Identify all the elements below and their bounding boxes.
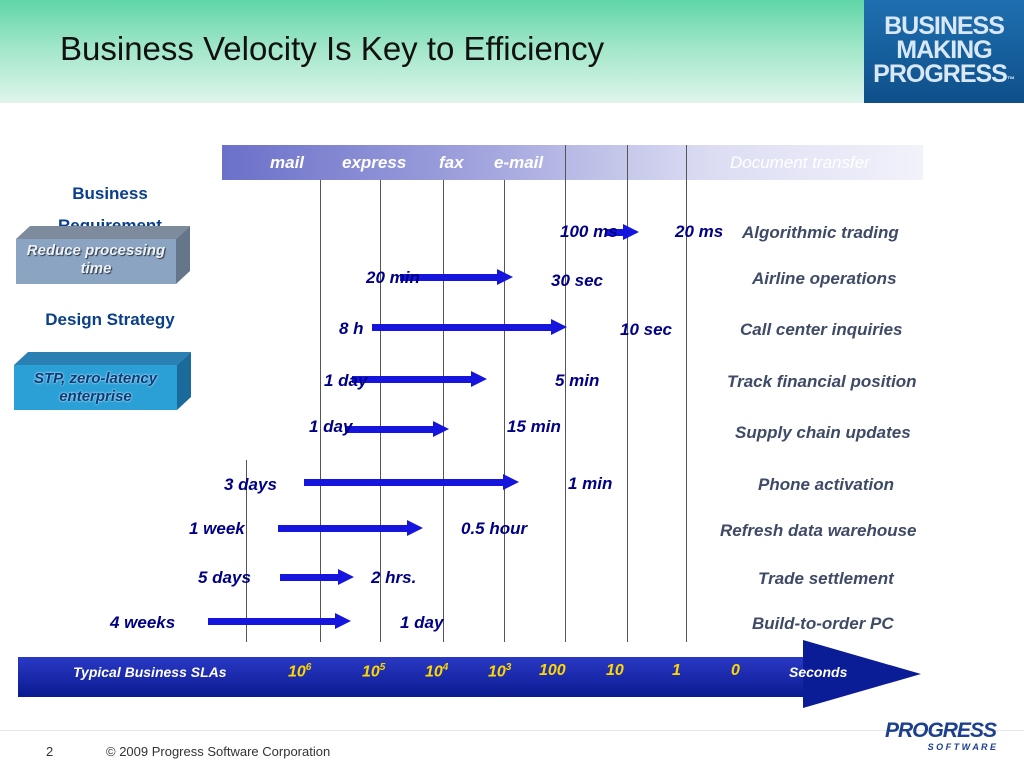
sla-tick-base: 10 xyxy=(425,663,443,681)
strategy-box-label: STP, zero-latency enterprise xyxy=(33,370,158,405)
improvement-arrow xyxy=(304,474,519,490)
row-to-label: 2 hrs. xyxy=(371,568,417,587)
sla-tick: 10 xyxy=(606,662,624,680)
progress-software-logo: PROGRESS S O F T W A R E xyxy=(880,719,997,753)
page-number: 2 xyxy=(46,744,54,759)
improvement-arrow xyxy=(352,371,487,387)
improvement-arrow xyxy=(400,269,513,285)
requirement-box: Reduce processing time xyxy=(16,226,191,286)
document-transfer-bar xyxy=(222,145,923,180)
application-label: Call center inquiries xyxy=(740,320,903,339)
transfer-label-email: e-mail xyxy=(494,153,544,172)
improvement-arrow xyxy=(345,421,449,437)
sla-tick-exp: 5 xyxy=(379,662,386,673)
improvement-arrow xyxy=(606,224,639,240)
logo-line-2: MAKING xyxy=(896,36,992,64)
row-from-label: 20 min xyxy=(366,268,420,287)
row-from-label: 1 day xyxy=(309,417,353,436)
row-from-label: 3 days xyxy=(224,475,277,494)
copyright: © 2009 Progress Software Corporation xyxy=(106,744,331,759)
sla-axis-band xyxy=(18,657,803,697)
logo-sub: S O F T W A R E xyxy=(927,742,996,752)
transfer-label-fax: fax xyxy=(439,153,464,172)
grid-line xyxy=(627,145,628,642)
improvement-arrow xyxy=(280,569,354,585)
transfer-label-mail: mail xyxy=(270,153,305,172)
document-transfer-label: Document transfer xyxy=(730,153,870,172)
sla-tick-base: 10 xyxy=(606,662,624,679)
application-label: Track financial position xyxy=(727,372,917,391)
grid-line xyxy=(380,180,381,642)
sla-tick: 104 xyxy=(425,662,448,681)
application-label: Airline operations xyxy=(752,269,897,288)
sla-axis-arrowhead xyxy=(803,640,921,708)
row-to-label: 1 min xyxy=(568,474,613,493)
row-from-label: 5 days xyxy=(198,568,251,587)
row-to-label: 5 min xyxy=(555,371,600,390)
sla-tick-base: 100 xyxy=(539,662,566,679)
application-label: Trade settlement xyxy=(758,569,894,588)
business-making-progress-logo: BUSINESS MAKING PROGRESS™ xyxy=(864,0,1024,103)
grid-line xyxy=(443,180,444,642)
row-from-label: 1 day xyxy=(324,371,368,390)
grid-line xyxy=(565,145,566,642)
sla-tick: 103 xyxy=(488,662,511,681)
design-strategy-heading: Design Strategy xyxy=(45,310,175,329)
logo-line-3: PROGRESS™ xyxy=(864,62,1024,87)
row-from-label: 4 weeks xyxy=(110,613,176,632)
application-label: Phone activation xyxy=(758,475,895,494)
row-from-label: 1 week xyxy=(189,519,245,538)
slide-title: Business Velocity Is Key to Efficiency xyxy=(60,30,605,67)
grid-line xyxy=(246,460,247,642)
improvement-arrow xyxy=(372,319,567,335)
logo-name: PROGRESS xyxy=(884,719,997,742)
improvement-arrow xyxy=(208,613,351,629)
sla-tick-base: 1 xyxy=(672,662,681,679)
sla-tick: 105 xyxy=(362,662,385,681)
requirement-box-label: Reduce processing time xyxy=(26,242,166,277)
logo-line-3-text: PROGRESS xyxy=(873,60,1008,88)
grid-line xyxy=(320,180,321,642)
sla-axis-label: Typical Business SLAs xyxy=(73,664,227,680)
row-to-label: 10 sec xyxy=(620,320,672,339)
sla-tick-base: 10 xyxy=(288,663,306,681)
sla-tick-exp: 4 xyxy=(442,662,449,673)
requirement-box-shape xyxy=(16,226,190,284)
logo-line-1: BUSINESS xyxy=(884,12,1005,40)
row-from-label: 8 h xyxy=(339,319,364,338)
sla-tick: 106 xyxy=(288,662,311,681)
row-to-label: 30 sec xyxy=(551,271,603,290)
sla-tick: 1 xyxy=(672,662,681,680)
application-label: Supply chain updates xyxy=(735,423,911,442)
sla-tick-base: 0 xyxy=(731,662,740,679)
application-label: Refresh data warehouse xyxy=(720,521,917,540)
improvement-arrow xyxy=(278,520,423,536)
transfer-label-express: express xyxy=(342,153,407,172)
application-label: Algorithmic trading xyxy=(742,223,899,242)
row-to-label: 1 day xyxy=(400,613,444,632)
strategy-box-shape xyxy=(14,352,191,410)
logo-tm: ™ xyxy=(1006,75,1015,84)
sla-tick-exp: 6 xyxy=(305,662,312,673)
sla-tick: 0 xyxy=(731,662,740,680)
row-to-label: 15 min xyxy=(507,417,561,436)
sla-tick-exp: 3 xyxy=(505,662,512,673)
grid-line xyxy=(504,180,505,642)
sla-tick-base: 10 xyxy=(488,663,506,681)
header-band xyxy=(0,0,864,103)
sla-tick-base: 10 xyxy=(362,663,380,681)
row-to-label: 0.5 hour xyxy=(461,519,528,538)
sla-tick: 100 xyxy=(539,662,566,680)
sla-axis-unit: Seconds xyxy=(789,664,848,680)
footer-divider xyxy=(0,730,1024,731)
application-label: Build-to-order PC xyxy=(752,614,894,633)
strategy-box: STP, zero-latency enterprise xyxy=(14,352,192,412)
grid-line xyxy=(686,145,687,642)
row-from-label: 100 ms xyxy=(560,222,618,241)
row-to-label: 20 ms xyxy=(675,222,724,241)
